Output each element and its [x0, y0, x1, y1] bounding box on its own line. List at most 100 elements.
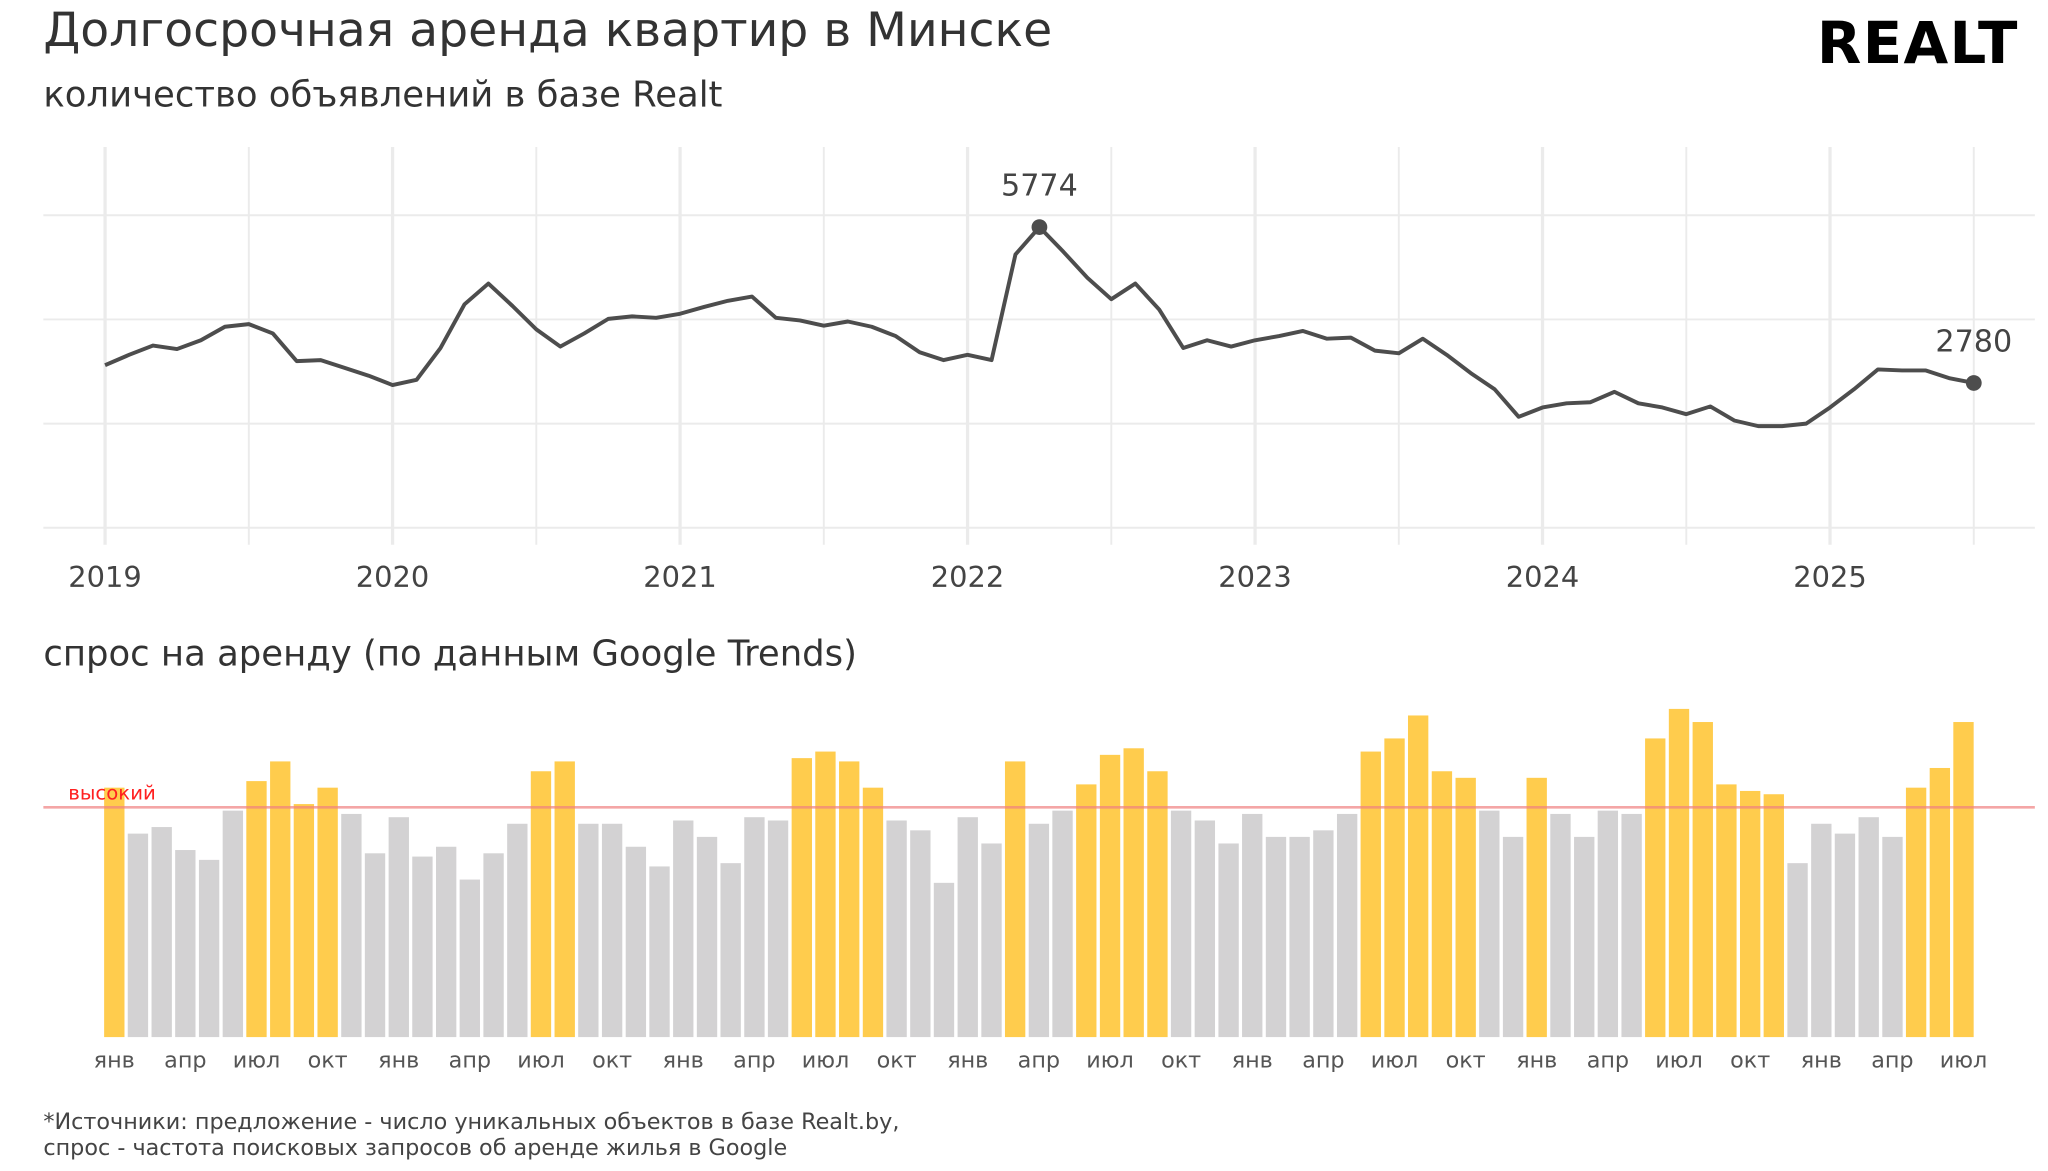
- bar-high-demand: [862, 787, 884, 1038]
- year-tick-label: 2020: [356, 560, 429, 594]
- month-tick-label: апр: [164, 1047, 206, 1073]
- bar: [1574, 836, 1595, 1038]
- bar: [1336, 813, 1358, 1038]
- month-tick-label: окт: [877, 1047, 917, 1073]
- year-tick-label: 2022: [931, 560, 1004, 594]
- svg-text:REALT: REALT: [1817, 9, 2019, 77]
- month-tick-label: янв: [1801, 1047, 1842, 1073]
- bar-high-demand: [104, 787, 125, 1038]
- bar-high-demand: [839, 761, 860, 1038]
- bar: [1597, 810, 1619, 1038]
- year-tick-label: 2025: [1793, 560, 1867, 594]
- bar: [1882, 836, 1903, 1038]
- bar-high-demand: [530, 771, 552, 1038]
- month-tick-label: апр: [1871, 1047, 1913, 1073]
- bar-chart-subtitle: спрос на аренду (по данным Google Trends…: [43, 634, 857, 675]
- bar: [388, 817, 409, 1038]
- month-tick-label: июл: [1086, 1047, 1134, 1073]
- month-tick-label: янв: [947, 1047, 988, 1073]
- bar-high-demand: [1384, 738, 1405, 1038]
- bar: [1787, 863, 1808, 1038]
- bar: [673, 820, 694, 1038]
- year-tick-label: 2023: [1218, 560, 1292, 594]
- bar-high-demand: [1455, 777, 1476, 1038]
- bar-high-demand: [293, 804, 315, 1038]
- bar: [1858, 817, 1879, 1038]
- line-chart-x-axis: 2019 2020 2021 2022 2023 2024 2025: [68, 560, 1866, 594]
- bar: [649, 866, 670, 1038]
- month-tick-label: янв: [1232, 1047, 1273, 1073]
- bar: [1313, 830, 1334, 1038]
- bar-chart-x-axis: янв апр июл окт янв апр июл окт янв апр июл окт янв а…: [94, 1047, 1988, 1073]
- month-tick-label: окт: [1161, 1047, 1201, 1073]
- month-tick-label: июл: [233, 1047, 281, 1073]
- bar-high-demand: [1692, 722, 1713, 1038]
- bar: [601, 823, 623, 1038]
- bar-high-demand: [1360, 751, 1381, 1038]
- bar-high-demand: [1668, 708, 1690, 1038]
- line-chart-grid: [43, 147, 2035, 545]
- month-tick-label: окт: [308, 1047, 348, 1073]
- bar: [436, 846, 457, 1038]
- bar: [1052, 810, 1073, 1038]
- bar: [1242, 813, 1263, 1038]
- bar-high-demand: [1953, 722, 1974, 1038]
- bar-high-demand: [791, 758, 812, 1038]
- month-tick-label: апр: [733, 1047, 775, 1073]
- month-tick-label: апр: [1018, 1047, 1060, 1073]
- bar: [1289, 836, 1310, 1038]
- bar-high-demand: [554, 761, 575, 1038]
- bar-high-demand: [1905, 787, 1927, 1038]
- bar-high-demand: [1431, 771, 1453, 1038]
- bar: [886, 820, 907, 1038]
- bar-high-demand: [1716, 784, 1737, 1038]
- annotated-point: [1031, 219, 1048, 235]
- month-tick-label: июл: [517, 1047, 565, 1073]
- bar-high-demand: [246, 781, 267, 1038]
- line-chart-subtitle: количество объявлений в базе Realt: [43, 74, 722, 115]
- demand-bars: [104, 708, 1974, 1038]
- month-tick-label: июл: [1371, 1047, 1419, 1073]
- footnote-line-2: спрос - частота поисковых запросов об ар…: [43, 1135, 787, 1161]
- bar: [1194, 820, 1216, 1038]
- bar-high-demand: [1739, 790, 1761, 1038]
- year-tick-label: 2024: [1506, 560, 1580, 594]
- month-tick-label: янв: [378, 1047, 419, 1073]
- bar-high-demand: [1763, 794, 1784, 1038]
- bar: [127, 833, 149, 1038]
- bar: [910, 830, 931, 1038]
- bar-high-demand: [317, 787, 338, 1038]
- bar-high-demand: [1123, 748, 1144, 1038]
- month-tick-label: апр: [449, 1047, 491, 1073]
- bar: [1170, 810, 1192, 1038]
- bar: [198, 859, 220, 1038]
- annotated-point: [1965, 375, 1982, 391]
- bar: [744, 817, 765, 1038]
- bar: [364, 853, 386, 1038]
- bar-high-demand: [1645, 738, 1666, 1038]
- month-tick-label: янв: [1516, 1047, 1557, 1073]
- month-tick-label: апр: [1302, 1047, 1344, 1073]
- bar: [696, 836, 718, 1038]
- bar: [1550, 813, 1571, 1038]
- bar: [933, 882, 955, 1038]
- bar: [578, 823, 599, 1038]
- bar: [151, 827, 172, 1038]
- month-tick-label: июл: [802, 1047, 850, 1073]
- bar: [1265, 836, 1287, 1038]
- bar-high-demand: [270, 761, 291, 1038]
- bar: [1028, 823, 1050, 1038]
- bar: [412, 856, 433, 1038]
- year-tick-label: 2021: [643, 560, 717, 594]
- bar-high-demand: [1076, 784, 1097, 1038]
- listings-line: [104, 225, 1975, 429]
- last-value-label: 2780: [1935, 324, 2012, 359]
- bar: [483, 853, 504, 1038]
- bar: [222, 810, 244, 1038]
- bar: [507, 823, 528, 1038]
- threshold-label: высокий: [68, 781, 155, 804]
- month-tick-label: окт: [1730, 1047, 1770, 1073]
- line-annotations: 5774 2780: [1001, 169, 2012, 391]
- month-tick-label: окт: [592, 1047, 632, 1073]
